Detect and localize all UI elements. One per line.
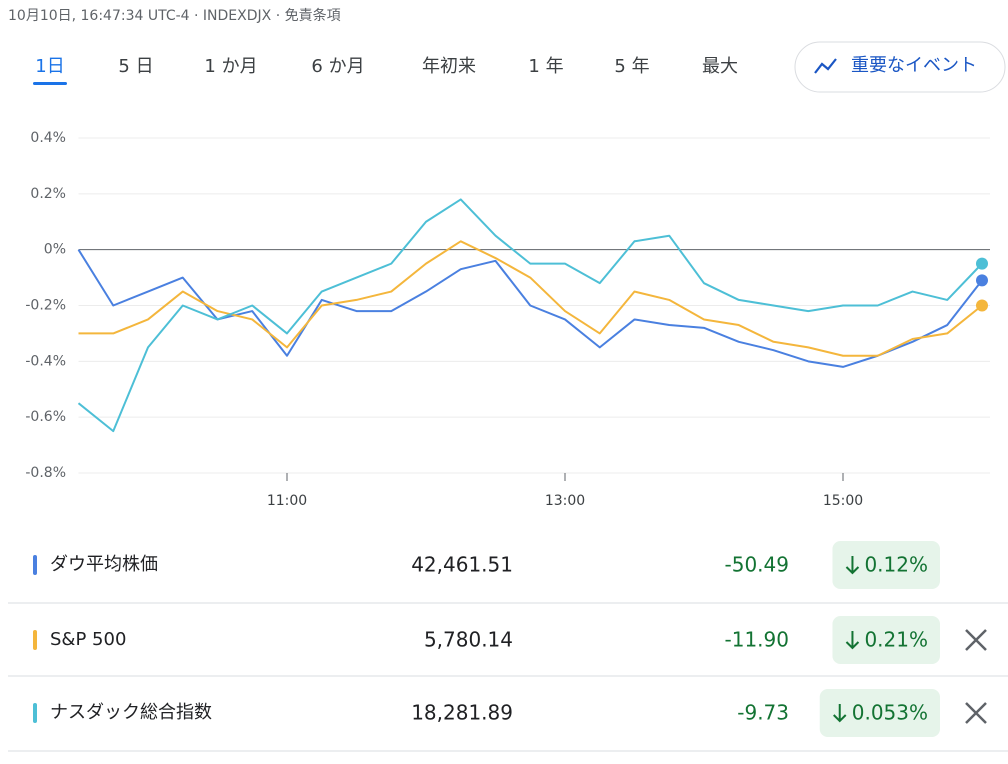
y-tick-label: 0.4% (30, 130, 66, 146)
tab[interactable]: 1日 (35, 56, 64, 77)
remove-icon[interactable] (965, 702, 987, 724)
down-arrow (845, 556, 860, 575)
x-tick-label: 13:00 (545, 493, 585, 509)
down-arrow (845, 631, 860, 650)
tab[interactable]: 1 年 (528, 56, 563, 77)
y-tick-label: 0.2% (30, 186, 66, 202)
down-arrow (833, 704, 847, 723)
tab[interactable]: 最大 (702, 56, 738, 77)
series-line (78, 240, 983, 357)
series-swatch (33, 630, 37, 650)
tab[interactable]: 5 日 (118, 56, 153, 77)
tab[interactable]: 1 か月 (204, 56, 257, 77)
tab[interactable]: 5 年 (614, 56, 649, 77)
tab[interactable]: 6 か月 (311, 56, 364, 77)
y-tick-label: -0.8% (25, 465, 66, 481)
end-dot (976, 257, 988, 270)
change-chip (832, 616, 940, 664)
tab-underline (33, 82, 67, 85)
change-chip (819, 689, 940, 737)
end-dot (976, 274, 988, 287)
quote-change: -9.73 (737, 701, 789, 725)
quote-name[interactable]: ナスダック総合指数 (50, 702, 212, 723)
tab[interactable]: 年初来 (422, 56, 476, 77)
quote-price: 18,281.89 (411, 701, 513, 725)
quote-price: 5,780.14 (424, 628, 513, 652)
events-button-label: 重要なイベント (851, 55, 977, 76)
series-swatch (33, 703, 37, 723)
series-swatch (33, 555, 37, 575)
quote-change-percent: 0.12% (864, 553, 928, 577)
x-tick-label: 11:00 (267, 493, 307, 509)
y-tick-label: -0.2% (25, 298, 66, 314)
y-tick-label: 0% (44, 242, 66, 258)
series-line (77, 198, 983, 433)
y-tick-label: -0.4% (25, 353, 66, 369)
series-line (77, 249, 983, 368)
quote-change: -11.90 (725, 628, 789, 652)
quote-name[interactable]: ダウ平均株価 (50, 554, 158, 575)
x-tick-label: 15:00 (823, 493, 863, 509)
quote-change-percent: 0.053% (852, 701, 928, 725)
events-icon (814, 58, 837, 74)
quote-change-percent: 0.21% (864, 628, 928, 652)
end-dot (976, 299, 988, 312)
header-text: 10月10日, 16:47:34 UTC-4 · INDEXDJX · 免責条項 (8, 7, 341, 24)
quote-name[interactable]: S&P 500 (50, 629, 126, 650)
remove-icon[interactable] (965, 629, 987, 651)
y-tick-label: -0.6% (25, 409, 66, 425)
change-chip (832, 541, 940, 589)
quote-change: -50.49 (725, 553, 789, 577)
quote-price: 42,461.51 (411, 553, 513, 577)
events-button[interactable] (794, 41, 1006, 93)
